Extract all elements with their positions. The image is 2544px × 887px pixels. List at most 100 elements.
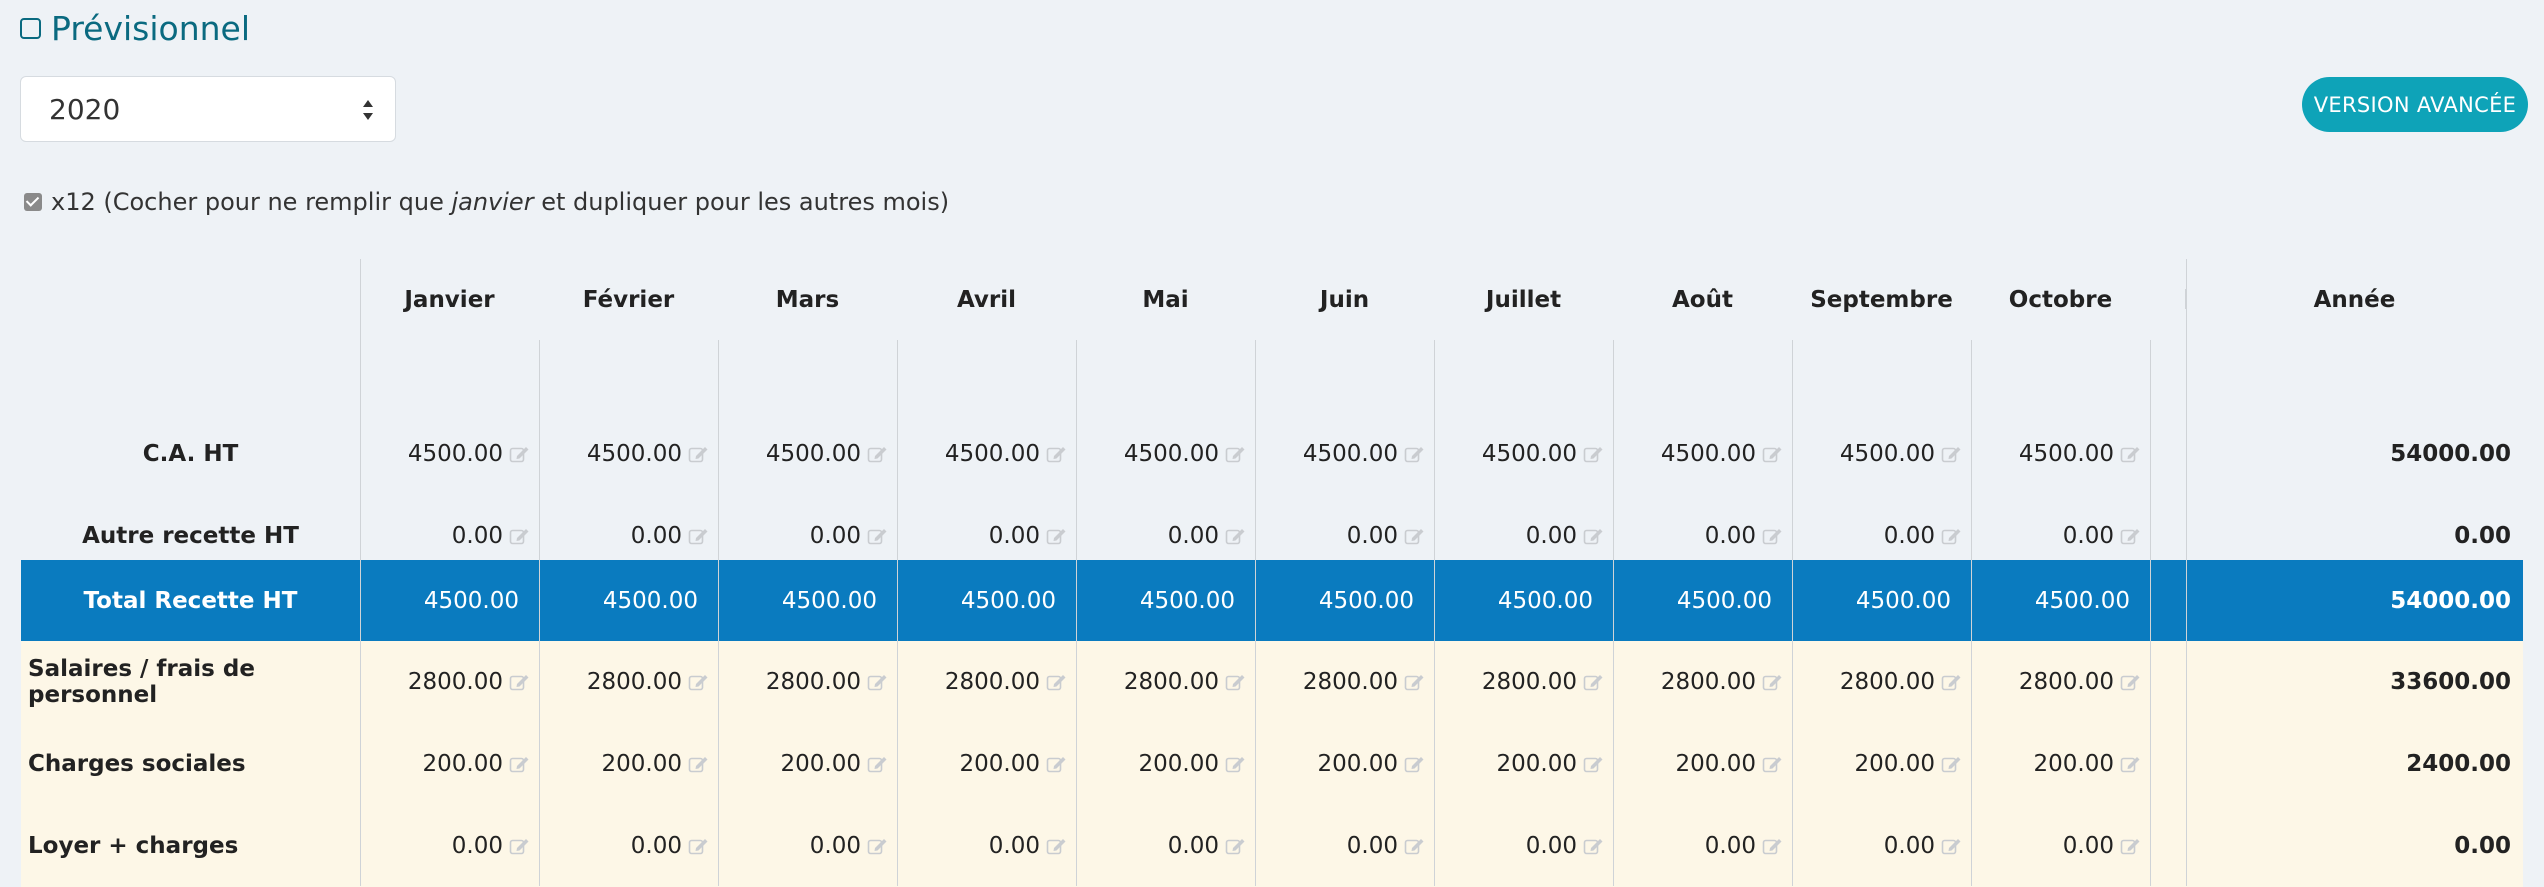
editable-cell[interactable]: 4500.00 bbox=[1792, 413, 1963, 495]
editable-cell[interactable]: 4500.00 bbox=[718, 413, 889, 495]
editable-cell[interactable]: 2800.00 bbox=[1255, 641, 1426, 723]
edit-icon[interactable] bbox=[1941, 445, 1963, 463]
edit-icon[interactable] bbox=[1941, 837, 1963, 855]
editable-cell[interactable]: 200.00 bbox=[1434, 723, 1605, 805]
x12-option[interactable]: x12 (Cocher pour ne remplir que janvier … bbox=[24, 185, 949, 219]
x12-checkbox[interactable] bbox=[24, 193, 42, 211]
edit-icon[interactable] bbox=[1583, 755, 1605, 773]
editable-cell[interactable]: 0.00 bbox=[1255, 495, 1426, 577]
page-title[interactable]: Prévisionnel bbox=[20, 6, 250, 50]
editable-cell[interactable]: 4500.00 bbox=[897, 413, 1068, 495]
edit-icon[interactable] bbox=[867, 755, 889, 773]
editable-cell[interactable]: 4500.00 bbox=[360, 413, 531, 495]
editable-cell[interactable]: 4500.00 bbox=[1613, 413, 1784, 495]
editable-cell[interactable]: 2800.00 bbox=[897, 641, 1068, 723]
edit-icon[interactable] bbox=[509, 527, 531, 545]
edit-icon[interactable] bbox=[509, 837, 531, 855]
editable-cell[interactable]: 2800.00 bbox=[1613, 641, 1784, 723]
editable-cell[interactable]: 200.00 bbox=[897, 723, 1068, 805]
edit-icon[interactable] bbox=[509, 755, 531, 773]
editable-cell[interactable]: 0.00 bbox=[897, 495, 1068, 577]
edit-icon[interactable] bbox=[867, 527, 889, 545]
editable-cell[interactable]: 0.00 bbox=[1971, 805, 2142, 887]
editable-cell[interactable]: 200.00 bbox=[1255, 723, 1426, 805]
edit-icon[interactable] bbox=[1046, 837, 1068, 855]
edit-icon[interactable] bbox=[1225, 527, 1247, 545]
editable-cell[interactable]: 200.00 bbox=[360, 723, 531, 805]
editable-cell[interactable]: 0.00 bbox=[360, 805, 531, 887]
editable-cell[interactable]: 0.00 bbox=[1971, 495, 2142, 577]
editable-cell[interactable]: 200.00 bbox=[718, 723, 889, 805]
editable-cell[interactable]: 0.00 bbox=[1613, 805, 1784, 887]
edit-icon[interactable] bbox=[509, 445, 531, 463]
edit-icon[interactable] bbox=[688, 837, 710, 855]
editable-cell[interactable]: 0.00 bbox=[1434, 805, 1605, 887]
edit-icon[interactable] bbox=[1762, 837, 1784, 855]
edit-icon[interactable] bbox=[1404, 445, 1426, 463]
edit-icon[interactable] bbox=[1046, 673, 1068, 691]
editable-cell[interactable]: 0.00 bbox=[1792, 805, 1963, 887]
edit-icon[interactable] bbox=[1404, 527, 1426, 545]
edit-icon[interactable] bbox=[1941, 673, 1963, 691]
editable-cell[interactable]: 0.00 bbox=[718, 805, 889, 887]
editable-cell[interactable]: 4500.00 bbox=[1971, 413, 2142, 495]
edit-icon[interactable] bbox=[2120, 673, 2142, 691]
editable-cell[interactable]: 0.00 bbox=[1613, 495, 1784, 577]
edit-icon[interactable] bbox=[1404, 673, 1426, 691]
editable-cell[interactable]: 4500.00 bbox=[539, 413, 710, 495]
edit-icon[interactable] bbox=[1404, 837, 1426, 855]
edit-icon[interactable] bbox=[1583, 445, 1605, 463]
year-select[interactable]: 2020 bbox=[20, 76, 396, 142]
editable-cell[interactable]: 2800.00 bbox=[539, 641, 710, 723]
edit-icon[interactable] bbox=[1225, 445, 1247, 463]
checkbox-icon[interactable] bbox=[20, 17, 41, 39]
edit-icon[interactable] bbox=[867, 673, 889, 691]
editable-cell[interactable]: 200.00 bbox=[1792, 723, 1963, 805]
editable-cell[interactable]: 4500.00 bbox=[1076, 413, 1247, 495]
edit-icon[interactable] bbox=[2120, 527, 2142, 545]
edit-icon[interactable] bbox=[688, 673, 710, 691]
edit-icon[interactable] bbox=[688, 445, 710, 463]
edit-icon[interactable] bbox=[1941, 755, 1963, 773]
edit-icon[interactable] bbox=[1225, 755, 1247, 773]
editable-cell[interactable]: 200.00 bbox=[1613, 723, 1784, 805]
edit-icon[interactable] bbox=[1762, 445, 1784, 463]
editable-cell[interactable]: 200.00 bbox=[1076, 723, 1247, 805]
editable-cell[interactable]: 200.00 bbox=[539, 723, 710, 805]
edit-icon[interactable] bbox=[1583, 527, 1605, 545]
edit-icon[interactable] bbox=[1404, 755, 1426, 773]
editable-cell[interactable]: 2800.00 bbox=[718, 641, 889, 723]
editable-cell[interactable]: 0.00 bbox=[1076, 805, 1247, 887]
edit-icon[interactable] bbox=[867, 445, 889, 463]
edit-icon[interactable] bbox=[1762, 673, 1784, 691]
editable-cell[interactable]: 0.00 bbox=[897, 805, 1068, 887]
editable-cell[interactable]: 2800.00 bbox=[360, 641, 531, 723]
edit-icon[interactable] bbox=[1762, 527, 1784, 545]
edit-icon[interactable] bbox=[1046, 445, 1068, 463]
edit-icon[interactable] bbox=[2120, 837, 2142, 855]
edit-icon[interactable] bbox=[688, 755, 710, 773]
editable-cell[interactable]: 0.00 bbox=[1076, 495, 1247, 577]
edit-icon[interactable] bbox=[1583, 837, 1605, 855]
edit-icon[interactable] bbox=[1046, 755, 1068, 773]
advanced-version-button[interactable]: VERSION AVANCÉE bbox=[2302, 77, 2528, 132]
editable-cell[interactable]: 4500.00 bbox=[1434, 413, 1605, 495]
editable-cell[interactable]: 0.00 bbox=[539, 495, 710, 577]
edit-icon[interactable] bbox=[2120, 445, 2142, 463]
edit-icon[interactable] bbox=[688, 527, 710, 545]
editable-cell[interactable]: 2800.00 bbox=[1076, 641, 1247, 723]
editable-cell[interactable]: 0.00 bbox=[1792, 495, 1963, 577]
editable-cell[interactable]: 2800.00 bbox=[1434, 641, 1605, 723]
edit-icon[interactable] bbox=[867, 837, 889, 855]
editable-cell[interactable]: 2800.00 bbox=[1971, 641, 2142, 723]
editable-cell[interactable]: 2800.00 bbox=[1792, 641, 1963, 723]
editable-cell[interactable]: 0.00 bbox=[1434, 495, 1605, 577]
edit-icon[interactable] bbox=[1225, 673, 1247, 691]
edit-icon[interactable] bbox=[509, 673, 531, 691]
edit-icon[interactable] bbox=[1046, 527, 1068, 545]
editable-cell[interactable]: 200.00 bbox=[1971, 723, 2142, 805]
editable-cell[interactable]: 4500.00 bbox=[1255, 413, 1426, 495]
edit-icon[interactable] bbox=[1583, 673, 1605, 691]
editable-cell[interactable]: 0.00 bbox=[718, 495, 889, 577]
editable-cell[interactable]: 0.00 bbox=[360, 495, 531, 577]
